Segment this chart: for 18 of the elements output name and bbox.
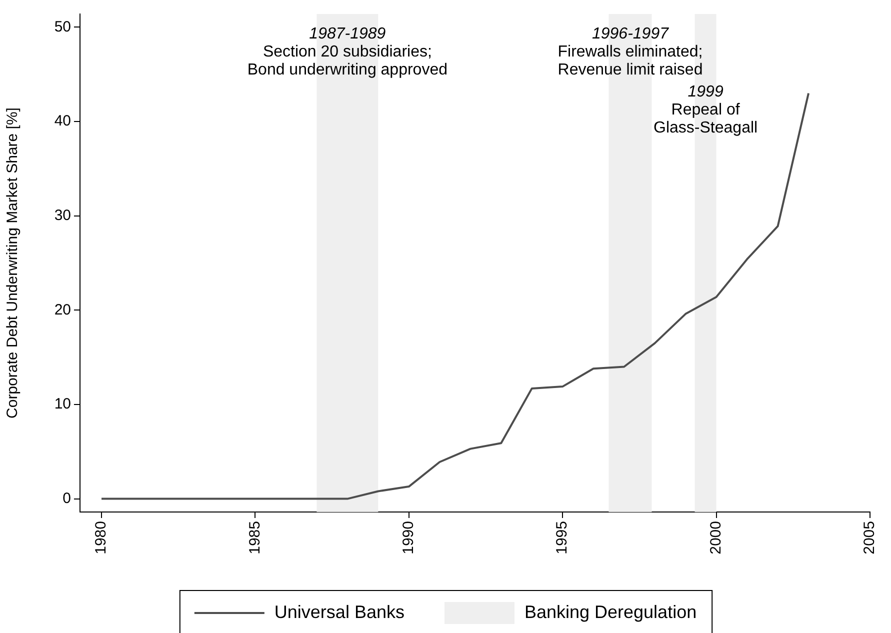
y-tick-label: 30 <box>54 206 71 224</box>
x-tick-label: 1980 <box>92 521 110 554</box>
y-tick-label: 0 <box>62 490 71 507</box>
x-tick-label: 1995 <box>554 521 571 554</box>
y-tick-label: 10 <box>54 396 71 413</box>
y-tick-label: 40 <box>54 112 71 130</box>
annotation: 1999 Repeal of Glass-Steagall <box>654 83 758 136</box>
x-tick-label: 2005 <box>861 521 878 554</box>
y-tick-label: 20 <box>54 301 71 318</box>
legend-label: Universal Banks <box>274 602 404 622</box>
annotation: 1996-1997 Firewalls eliminated; Revenue limit raised <box>558 25 703 78</box>
y-tick-label: 50 <box>54 18 71 36</box>
x-tick-label: 1990 <box>400 521 418 554</box>
legend-label: Banking Deregulation <box>524 602 697 622</box>
x-tick-label: 1985 <box>246 521 264 554</box>
annotation: 1987-1989 Section 20 subsidiaries; Bond underwriting approved <box>247 25 448 78</box>
x-tick-label: 2000 <box>707 521 724 554</box>
y-axis-title: Corporate Debt Underwriting Market Share [%] <box>4 108 22 418</box>
